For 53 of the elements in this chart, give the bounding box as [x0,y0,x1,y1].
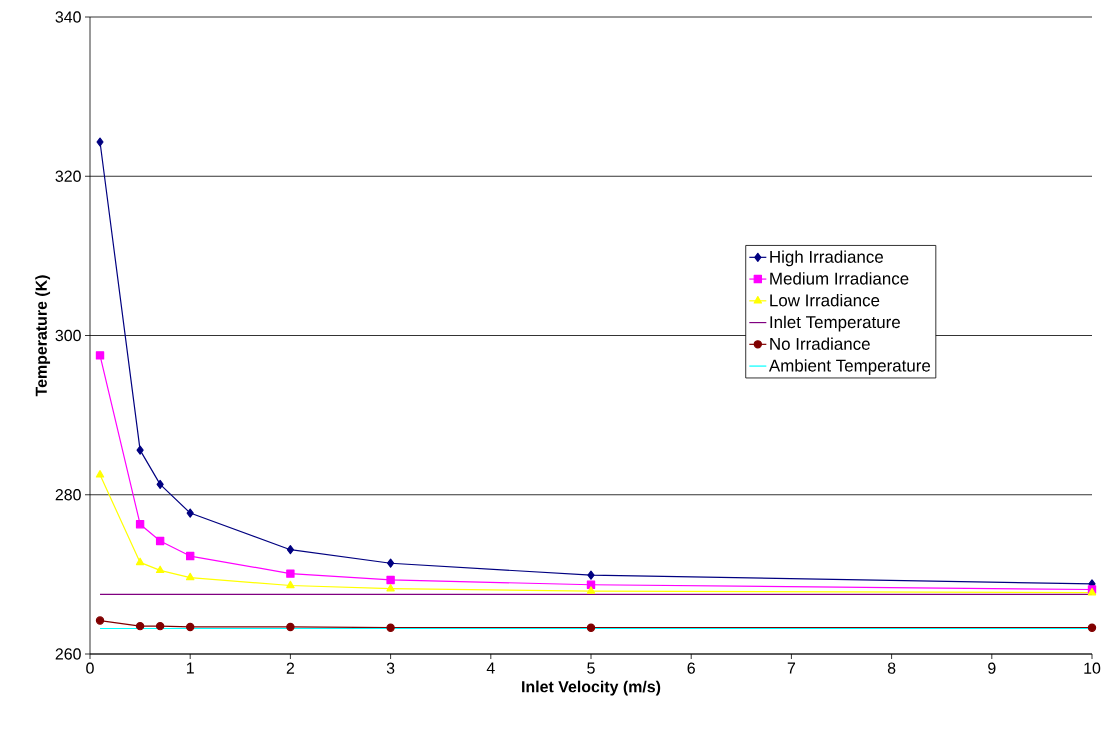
point [155,536,165,546]
y-tick-label: 320 [55,170,81,182]
point [155,565,165,574]
point [186,551,195,561]
y-axis-title: Temperature (K) [35,275,51,397]
point [95,351,105,360]
x-tick-label: 8 [887,662,896,674]
legend-label: Medium Irradiance [770,272,909,285]
point [96,137,104,147]
point [587,570,595,580]
point [586,623,596,632]
point [387,558,395,568]
x-axis-title: Inlet Velocity (m/s) [522,680,661,696]
point [156,479,164,489]
point [286,580,295,589]
point [286,569,295,578]
point [95,616,105,625]
point [186,622,195,632]
x-tick-label: 7 [787,662,796,674]
x-tick-label: 9 [988,662,996,674]
legend-label: High Irradiance [770,250,883,267]
x-tick-label: 6 [687,662,695,674]
x-tick-label: 2 [286,662,295,674]
y-tick-label: 340 [55,11,81,23]
point [135,557,145,566]
x-tick-label: 0 [86,662,94,674]
y-tick-label: 300 [55,329,81,342]
y-tick-label: 260 [55,648,81,660]
legend-label: Inlet Temperature [770,315,900,332]
point [185,572,195,581]
x-tick-label: 1 [186,662,194,674]
point [386,575,395,585]
legend-label: No Irradiance [770,337,870,350]
x-tick-label: 3 [386,662,395,674]
point [95,470,105,478]
point [386,583,395,592]
x-tick-label: 4 [486,662,495,674]
point [386,623,395,632]
point [586,580,596,589]
point [1087,623,1097,632]
y-tick-label: 280 [55,489,81,501]
point [586,586,596,594]
legend-label: Ambient Temperature [768,359,931,375]
point [135,621,145,631]
point [286,622,295,632]
x-tick-label: 5 [587,662,595,674]
x-tick-label: 10 [1084,662,1101,674]
legend-label: Low Irradiance [770,293,880,307]
point [155,621,165,631]
point [186,508,194,518]
point [286,545,294,555]
point [136,445,144,455]
point [135,520,145,529]
